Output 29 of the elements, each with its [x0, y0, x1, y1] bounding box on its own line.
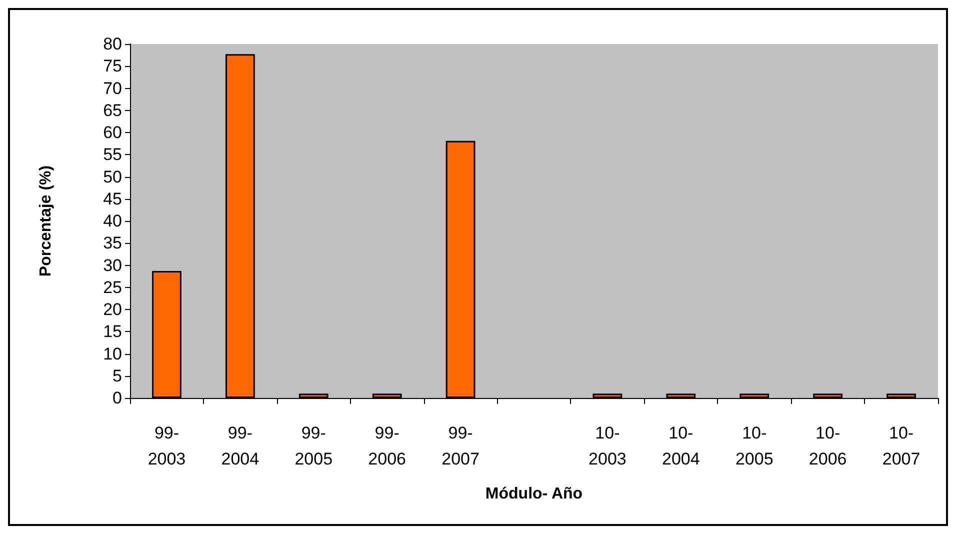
x-tick-label: 10-2005	[735, 424, 774, 468]
y-tick-label: 70	[103, 78, 122, 98]
y-tick-label: 60	[103, 123, 122, 142]
y-tick-label: 80	[103, 34, 122, 54]
x-tick-label: 10-2007	[882, 424, 920, 468]
x-tick-label: 10-2003	[588, 424, 626, 468]
y-tick-label: 20	[103, 300, 122, 319]
y-tick-label: 30	[103, 256, 122, 275]
y-tick-label: 25	[103, 278, 122, 297]
x-tick-label: 99-2003	[148, 424, 186, 468]
x-tick-label: 99-2006	[368, 424, 406, 468]
x-tick-label: 99-2005	[294, 424, 333, 468]
y-tick-label: 15	[103, 322, 122, 342]
x-tick-label: 10-2006	[808, 424, 847, 468]
x-axis-title: Módulo- Año	[485, 486, 583, 502]
x-tick-label: 99-2004	[221, 424, 260, 468]
y-axis-title: Porcentaje (%)	[38, 165, 54, 277]
y-tick-label: 0	[112, 388, 122, 408]
y-tick-label: 45	[103, 189, 122, 208]
y-tick-label: 65	[103, 100, 122, 120]
y-tick-label: 5	[112, 366, 122, 386]
x-tick-label: 99-2007	[442, 424, 480, 468]
y-tick-label: 75	[103, 56, 122, 76]
y-tick-label: 40	[103, 212, 122, 230]
y-tick-label: 35	[103, 234, 122, 253]
y-tick-label: 10	[103, 344, 122, 364]
y-tick-label: 50	[103, 167, 122, 186]
y-tick-label: 55	[103, 145, 122, 164]
x-tick-label: 10-2004	[662, 424, 700, 468]
